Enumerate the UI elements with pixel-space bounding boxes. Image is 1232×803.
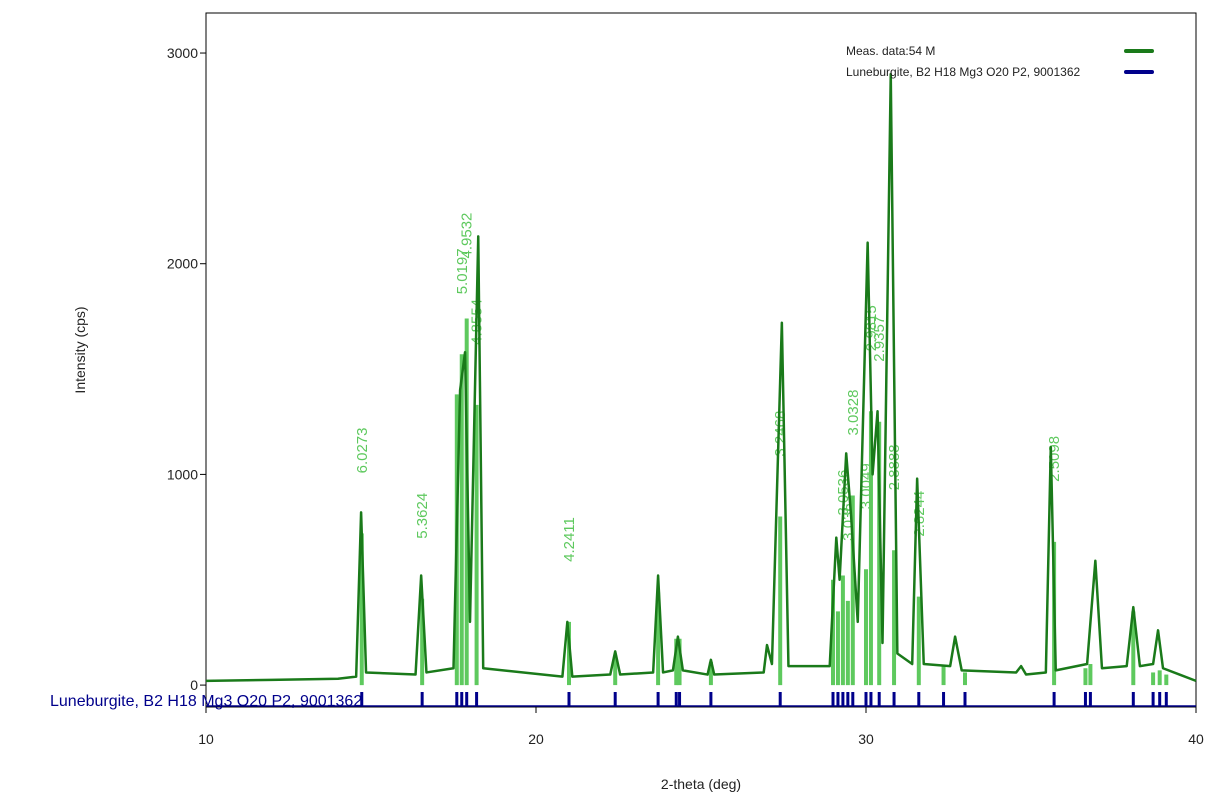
phase-label: Luneburgite, B2 H18 Mg3 O20 P2, 9001362 <box>50 693 362 710</box>
peak-label: 2.5098 <box>1046 436 1063 482</box>
x-axis-label: 2-theta (deg) <box>661 776 741 792</box>
x-tick-label: 10 <box>198 731 214 747</box>
y-tick-label: 1000 <box>167 466 198 482</box>
peak-label: 5.3624 <box>414 493 431 539</box>
y-tick-label: 0 <box>190 677 198 693</box>
legend-label: Luneburgite, B2 H18 Mg3 O20 P2, 9001362 <box>846 65 1080 79</box>
plot-frame <box>205 12 1197 708</box>
peak-label: 2.9815 <box>863 305 880 351</box>
measured-line <box>205 72 1197 683</box>
legend-label: Meas. data:54 M <box>846 44 935 58</box>
peak-label: 3.0328 <box>845 390 862 436</box>
peak-label: 4.9532 <box>459 213 476 259</box>
peak-label: 2.9357 <box>871 316 888 362</box>
x-tick-label: 20 <box>528 731 544 747</box>
peak-label: 3.2468 <box>772 411 789 457</box>
peak-label: 4.2411 <box>561 517 578 562</box>
x-tick-label: 40 <box>1188 731 1204 747</box>
x-tick-label: 30 <box>858 731 874 747</box>
y-tick-label: 3000 <box>167 45 198 61</box>
peak-label: 5.0197 <box>454 248 471 294</box>
peak-label: 6.0273 <box>354 428 371 474</box>
y-tick-label: 2000 <box>167 256 198 272</box>
y-axis-label: Intensity (cps) <box>72 306 88 393</box>
